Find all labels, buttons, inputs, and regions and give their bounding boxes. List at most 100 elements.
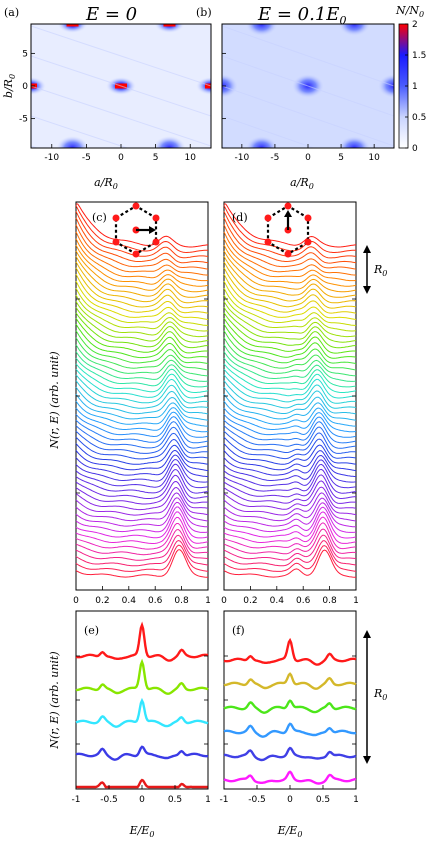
curve-d-11 bbox=[223, 267, 357, 309]
curve-c-24 bbox=[75, 351, 209, 382]
colorbar-tick-label: 1.5 bbox=[412, 51, 426, 61]
series-e-3 bbox=[75, 745, 209, 761]
curve-c-27 bbox=[75, 368, 209, 399]
curve-c-44 bbox=[75, 468, 209, 494]
map-xtick-label: -5 bbox=[82, 153, 91, 163]
bot-xtick-label: -0.5 bbox=[100, 795, 118, 805]
scale-label-mid: R0 bbox=[373, 263, 387, 278]
curve-c-49 bbox=[75, 497, 209, 522]
curve-c-36 bbox=[75, 425, 209, 449]
curve-d-0 bbox=[224, 203, 357, 248]
heatmap-a-core-4 bbox=[205, 83, 211, 89]
curve-c-0 bbox=[76, 203, 209, 248]
curve-d-44 bbox=[223, 468, 357, 494]
series-f-0 bbox=[223, 637, 357, 666]
curve-c-43 bbox=[75, 463, 209, 489]
curve-d-12 bbox=[223, 273, 357, 314]
curve-c-52 bbox=[75, 511, 209, 539]
curve-d-56 bbox=[223, 534, 357, 561]
curve-c-12 bbox=[75, 273, 209, 314]
mid-xtick-label: 0.2 bbox=[243, 596, 257, 606]
curve-d-8 bbox=[223, 250, 357, 293]
heatmap-a-spot-6 bbox=[153, 136, 186, 148]
panel-c-label: (c) bbox=[92, 211, 107, 224]
bot-xtick-label: -1 bbox=[220, 795, 229, 805]
series-f-3 bbox=[223, 722, 357, 738]
curve-c-35 bbox=[75, 419, 209, 444]
curve-d-36 bbox=[223, 425, 357, 449]
heatmap-b-spot-6 bbox=[338, 136, 371, 148]
curve-c-26 bbox=[75, 363, 209, 393]
curve-c-18 bbox=[75, 312, 209, 349]
mid-xtick-label: 0 bbox=[73, 596, 79, 606]
curve-c-53 bbox=[75, 516, 209, 544]
curve-c-58 bbox=[75, 544, 209, 572]
curve-c-29 bbox=[75, 380, 209, 409]
curve-c-50 bbox=[75, 501, 208, 528]
curve-d-34 bbox=[223, 414, 357, 438]
panel-f-label: (f) bbox=[232, 624, 245, 637]
curve-d-46 bbox=[223, 480, 356, 504]
curve-c-59 bbox=[75, 549, 208, 578]
curve-c-32 bbox=[75, 400, 208, 427]
curve-d-58 bbox=[223, 545, 357, 572]
curve-d-43 bbox=[223, 463, 357, 489]
heatmap-a-lattice-1 bbox=[31, 55, 211, 117]
curve-d-15 bbox=[223, 294, 357, 332]
curve-c-45 bbox=[75, 474, 209, 499]
curve-c-19 bbox=[75, 318, 209, 354]
curve-d-23 bbox=[223, 344, 357, 377]
mid-xtick-label: 0.6 bbox=[148, 596, 163, 606]
bot-xlabel-f: E/E0 bbox=[277, 824, 303, 839]
colorbar-tick-label: 0.5 bbox=[412, 113, 426, 123]
heatmap-b-spot-4 bbox=[378, 74, 394, 98]
mid-xtick-label: 0.8 bbox=[174, 596, 189, 606]
map-xtick-label: 10 bbox=[185, 153, 197, 163]
curve-d-48 bbox=[223, 492, 357, 516]
heatmap-b-spot-5 bbox=[245, 136, 278, 148]
bot-xtick-label: 0 bbox=[139, 795, 145, 805]
curve-d-19 bbox=[223, 318, 357, 354]
mid-xtick-label: 0 bbox=[221, 596, 227, 606]
series-f-5 bbox=[223, 770, 357, 785]
curve-d-32 bbox=[223, 400, 356, 427]
panel-d-label: (d) bbox=[232, 211, 248, 224]
curve-c-38 bbox=[75, 436, 209, 460]
curve-c-22 bbox=[75, 337, 209, 371]
curve-c-41 bbox=[75, 454, 208, 477]
curve-d-41 bbox=[223, 454, 356, 477]
curve-c-48 bbox=[75, 492, 209, 516]
curve-c-54 bbox=[75, 523, 209, 550]
heatmap-a bbox=[31, 24, 211, 148]
map-ytick-label: 5 bbox=[22, 49, 28, 59]
bot-xtick-label: 1 bbox=[205, 795, 211, 805]
bot-ylabel: N(r, E) (arb. unit) bbox=[48, 651, 61, 749]
curve-d-33 bbox=[223, 407, 357, 433]
curve-c-30 bbox=[75, 386, 209, 415]
curve-c-7 bbox=[75, 244, 209, 287]
curve-d-40 bbox=[223, 450, 357, 472]
curve-d-14 bbox=[223, 287, 356, 326]
curve-c-39 bbox=[75, 443, 209, 465]
curve-c-1 bbox=[75, 205, 208, 254]
curve-d-3 bbox=[223, 217, 357, 264]
curve-d-47 bbox=[223, 486, 357, 510]
curve-c-33 bbox=[75, 407, 209, 433]
mid-xtick-label: 0.6 bbox=[296, 596, 311, 606]
curve-d-1 bbox=[223, 205, 356, 253]
series-f-1 bbox=[223, 672, 357, 690]
bot-xtick-label: -1 bbox=[72, 795, 81, 805]
map-xtick-label: 10 bbox=[368, 153, 380, 163]
heatmap-a-core-1 bbox=[163, 24, 176, 27]
heatmap-b-lattice-2 bbox=[222, 85, 394, 147]
series-f-2 bbox=[223, 699, 357, 714]
curve-c-3 bbox=[75, 217, 209, 264]
heatmap-a-core-0 bbox=[66, 24, 79, 27]
heatmap-a-spot-1 bbox=[154, 24, 185, 33]
map-xtick-label: -10 bbox=[234, 153, 249, 163]
curve-d-18 bbox=[223, 312, 357, 349]
curve-d-28 bbox=[223, 374, 356, 404]
colorbar-tick-label: 2 bbox=[412, 20, 418, 30]
curve-d-5 bbox=[223, 231, 357, 276]
